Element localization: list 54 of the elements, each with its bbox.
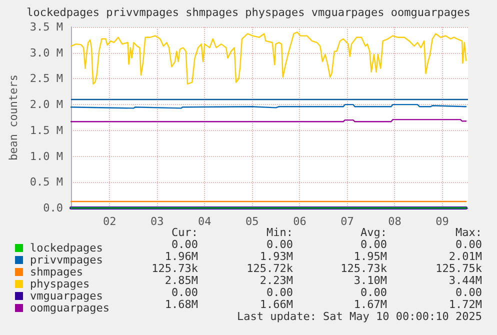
text: Avg: <box>360 226 388 239</box>
line-series <box>70 32 467 84</box>
text: 0.00 <box>172 238 198 251</box>
x-tick-label: 08 <box>388 215 402 228</box>
legend-label: physpages <box>30 278 90 290</box>
y-tick-label: 1.0 M <box>30 150 64 163</box>
text: 0.00 <box>360 286 388 299</box>
y-tick-label: 2.0 M <box>30 98 64 112</box>
text: 125.73k <box>340 262 388 275</box>
text: 3.10M <box>354 274 388 287</box>
legend-label: shmpages <box>30 266 83 278</box>
x-tick-label: 04 <box>198 215 212 228</box>
y-tick-label: 0.0 <box>43 202 64 214</box>
text: 125.75k <box>436 262 482 275</box>
text: 1.68M <box>164 298 198 311</box>
text: Last update: Sat May 10 00:00:10 2025 <box>236 310 482 323</box>
x-tick-label: 09 <box>436 215 449 228</box>
text: 2.01M <box>448 250 482 263</box>
text: 2.23M <box>260 274 294 287</box>
text: 1.66M <box>260 298 294 311</box>
y-tick-label: 3.5 M <box>30 20 64 34</box>
x-tick-label: 02 <box>102 215 116 228</box>
text: 0.00 <box>266 238 294 251</box>
text: 1.72M <box>448 298 482 311</box>
text: 3.44M <box>448 274 482 287</box>
y-axis-title: bean counters <box>7 74 20 161</box>
y-tick-label: 2.5 M <box>30 72 64 86</box>
legend-label: oomguarpages <box>30 302 110 314</box>
text: Max: <box>456 226 482 239</box>
text: 0.00 <box>360 238 388 251</box>
text: 125.73k <box>152 262 198 275</box>
text: Min: <box>266 226 294 239</box>
text: Cur: <box>172 226 198 239</box>
text: 0.00 <box>456 286 482 299</box>
legend-label: privvmpages <box>30 254 103 266</box>
legend-label: lockedpages <box>30 242 103 254</box>
text: 2.85M <box>164 274 198 287</box>
x-tick-label: 06 <box>293 215 306 228</box>
x-tick-label: 07 <box>340 215 354 228</box>
text: 125.72k <box>246 262 294 275</box>
text: 1.93M <box>260 250 294 263</box>
chart-title: lockedpages privvmpages shmpages physpages vmguarpages oomguarpages <box>26 6 470 19</box>
y-tick-label: 3.0 M <box>30 46 64 60</box>
text: 0.00 <box>266 286 294 299</box>
text: 0.00 <box>172 286 198 299</box>
x-tick-label: 05 <box>246 215 259 228</box>
y-tick-label: 1.5 M <box>30 124 64 137</box>
legend-label: vmguarpages <box>30 290 103 302</box>
text: 1.67M <box>354 298 388 311</box>
text: 1.95M <box>354 250 388 263</box>
text: 1.96M <box>164 250 198 263</box>
text: 0.00 <box>456 238 482 251</box>
x-tick-label: 03 <box>150 215 164 228</box>
y-tick-label: 0.5 M <box>30 176 64 189</box>
